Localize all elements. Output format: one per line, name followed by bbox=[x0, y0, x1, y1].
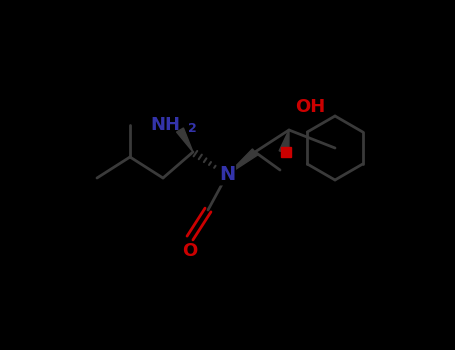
Text: O: O bbox=[182, 242, 197, 260]
Text: 2: 2 bbox=[188, 121, 197, 134]
Text: NH: NH bbox=[150, 116, 180, 134]
Polygon shape bbox=[177, 128, 193, 152]
Polygon shape bbox=[227, 149, 258, 175]
Polygon shape bbox=[279, 130, 289, 153]
Text: N: N bbox=[219, 166, 235, 184]
Text: OH: OH bbox=[295, 98, 325, 116]
